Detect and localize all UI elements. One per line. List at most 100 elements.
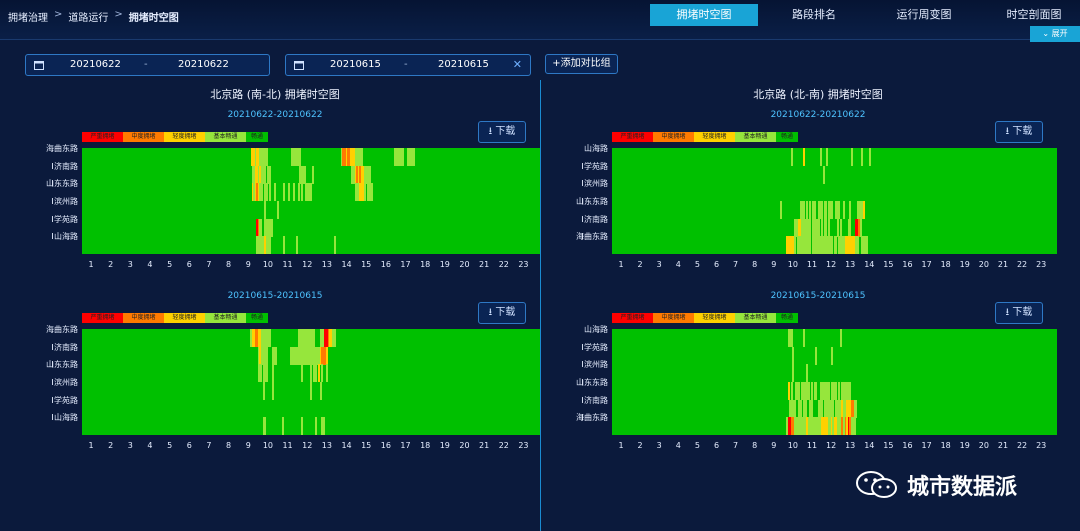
heatmap-cell[interactable] [261,165,267,184]
heatmap-cell[interactable] [257,364,262,383]
heatmap-cell[interactable] [844,236,856,255]
heatmap-cell[interactable] [347,148,351,166]
heatmap-cell[interactable] [802,329,805,347]
heatmap-cell[interactable] [364,165,371,184]
tab-segment-ranking[interactable]: 路段排名 [792,8,836,21]
heatmap-cell[interactable] [256,236,265,255]
heatmap-cell[interactable] [364,183,367,202]
heatmap-cell[interactable] [859,218,862,237]
heatmap-cell[interactable] [826,148,829,166]
heatmap-cell[interactable] [785,417,789,436]
heatmap-cell[interactable] [796,236,812,255]
heatmap-cell[interactable] [846,399,852,418]
heatmap-cell[interactable] [838,236,845,255]
heatmap-cell[interactable] [256,148,260,166]
heatmap-cell[interactable] [319,382,322,400]
heatmap-cell[interactable] [327,329,330,347]
heatmap-cell[interactable] [253,183,256,202]
heatmap-cell[interactable] [367,183,373,202]
heatmap-cell[interactable] [839,218,842,237]
heatmap-cell[interactable] [847,417,850,436]
heatmap-cell[interactable] [847,218,852,237]
heatmap-cell[interactable] [790,148,793,166]
tab-profile-map[interactable]: 时空剖面图 [1006,8,1062,21]
heatmap-cell[interactable] [822,165,825,184]
heatmap-cell[interactable] [844,417,847,436]
heatmap-cell[interactable] [311,165,314,184]
heatmap-cell[interactable] [802,399,807,418]
heatmap-cell[interactable] [835,399,842,418]
heatmap-cell[interactable] [824,201,827,219]
heatmap-cell[interactable] [354,148,364,166]
heatmap-cell[interactable] [841,399,844,418]
heatmap-cell[interactable] [787,329,793,347]
heatmap-cell[interactable] [257,218,260,237]
download-button[interactable]: ⭳ 下载 [478,302,526,324]
heatmap-cell[interactable] [842,417,845,436]
heatmap-cell[interactable] [276,201,279,219]
heatmap-cell[interactable] [853,399,858,418]
heatmap-cell[interactable] [289,346,321,365]
heatmap-cell[interactable] [269,183,272,202]
heatmap-cell[interactable] [809,399,813,418]
heatmap-cell[interactable] [261,329,272,347]
breadcrumb-item[interactable]: 拥堵治理 [8,13,48,24]
heatmap-cell[interactable] [354,165,357,184]
heatmap-cell[interactable] [793,236,796,255]
heatmap-cell[interactable] [827,417,832,436]
breadcrumb-item[interactable]: 道路运行 [68,13,109,24]
heatmap-cell[interactable] [351,165,356,184]
heatmap-cell[interactable] [787,417,792,436]
date-range-picker-1[interactable]: 20210622 - 20210622 [25,54,270,76]
heatmap-cell[interactable] [345,148,348,166]
heatmap-cell[interactable] [830,346,833,365]
heatmap-cell[interactable] [779,201,782,219]
heatmap-cell[interactable] [264,236,267,255]
heatmap-cell[interactable] [861,148,864,166]
heatmap-cell[interactable] [835,201,841,219]
heatmap-cell[interactable] [812,218,821,237]
heatmap-cell[interactable] [254,329,259,347]
heatmap-cell[interactable] [332,329,337,347]
heatmap-cell[interactable] [819,148,822,166]
heatmap-cell[interactable] [257,183,260,202]
heatmap-cell[interactable] [806,364,809,383]
heatmap-cell[interactable] [354,183,360,202]
heatmap-cell[interactable] [798,218,802,237]
heatmap-cell[interactable] [257,346,260,365]
heatmap-cell[interactable] [356,165,359,184]
heatmap-cell[interactable] [254,183,257,202]
heatmap-cell[interactable] [813,382,818,400]
heatmap-cell[interactable] [321,346,327,365]
heatmap-cell[interactable] [283,236,286,255]
heatmap-cell[interactable] [264,201,267,219]
heatmap-cell[interactable] [300,183,303,202]
heatmap-cell[interactable] [297,329,316,347]
heatmap-cell[interactable] [815,346,818,365]
heatmap-cell[interactable] [787,382,790,400]
heatmap-cell[interactable] [290,148,301,166]
heatmap-cell[interactable] [300,417,303,436]
heatmap-cell[interactable] [855,218,859,237]
heatmap-cell[interactable] [251,148,256,166]
heatmap-cell[interactable] [830,382,838,400]
heatmap-cell[interactable] [821,218,824,237]
heatmap-cell[interactable] [342,148,346,166]
heatmap-cell[interactable] [262,364,268,383]
heatmap-cell[interactable] [792,346,795,365]
heatmap-cell[interactable] [273,183,276,202]
heatmap-cell[interactable] [257,329,262,347]
heatmap-cell[interactable] [297,183,300,202]
heatmap-cell[interactable] [295,236,299,255]
download-button[interactable]: ⭳ 下载 [995,121,1043,143]
tab-weekly-change[interactable]: 运行周变图 [896,8,952,21]
heatmap-cell[interactable] [251,329,256,347]
heatmap-cell[interactable] [855,236,859,255]
heatmap-cell[interactable] [318,364,321,383]
heatmap-cell[interactable] [793,218,799,237]
heatmap-cell[interactable] [856,201,864,219]
heatmap-cell[interactable] [319,346,322,365]
heatmap-cell[interactable] [861,236,869,255]
heatmap-cell[interactable] [406,148,415,166]
heatmap-cell[interactable] [251,165,256,184]
